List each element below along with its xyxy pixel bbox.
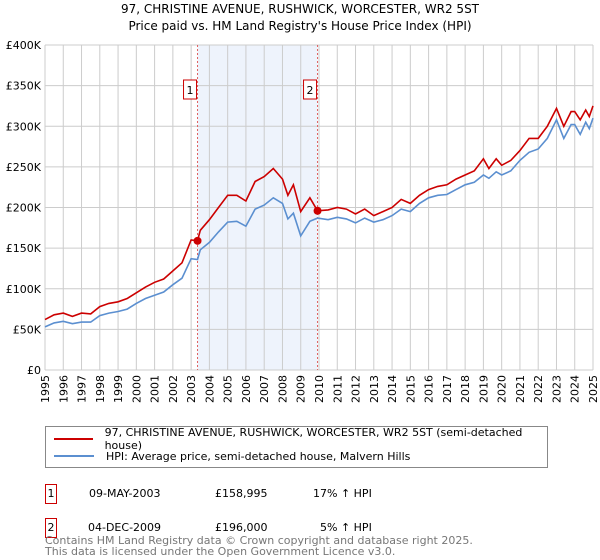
footer-licence: This data is licensed under the Open Gov… <box>45 545 396 558</box>
x-tick-label: 2007 <box>258 375 271 403</box>
legend-label: 97, CHRISTINE AVENUE, RUSHWICK, WORCESTE… <box>104 426 523 452</box>
footer-copyright: Contains HM Land Registry data © Crown c… <box>45 534 473 547</box>
x-tick-label: 2002 <box>167 375 180 403</box>
sale-price: £196,000 <box>215 521 268 534</box>
x-tick-label: 2001 <box>149 375 162 403</box>
sale-price: £158,995 <box>215 487 268 500</box>
sale-date: 09-MAY-2003 <box>89 487 161 500</box>
x-tick-label: 2000 <box>130 375 143 403</box>
x-tick-label: 2006 <box>240 375 253 403</box>
sale-badge: 1 <box>45 484 57 504</box>
line-chart: £0 £50K £100K £150K £200K £250K £300K £350K £400… <box>6 39 600 403</box>
y-tick-label: £100K <box>6 283 42 296</box>
x-tick-label: 2009 <box>295 375 308 403</box>
y-tick-label: £400K <box>6 39 42 52</box>
x-tick-label: 2018 <box>459 375 472 403</box>
sale-badge: 2 <box>45 518 57 538</box>
sale-point <box>193 236 202 245</box>
x-tick-label: 2016 <box>423 375 436 403</box>
legend-label: HPI: Average price, semi-detached house,… <box>106 449 411 463</box>
sale-label-box <box>183 79 198 100</box>
x-tick-label: 2011 <box>331 375 344 403</box>
sale-hpi-diff: 17% ↑ HPI <box>313 487 372 500</box>
y-tick-label: £300K <box>6 120 42 133</box>
x-tick-label: 2021 <box>514 375 527 403</box>
y-tick-label: £50K <box>13 323 42 336</box>
x-tick-label: 2005 <box>222 375 235 403</box>
x-tick-label: 2014 <box>386 375 399 403</box>
legend-swatch-red <box>54 438 93 440</box>
x-tick-label: 2019 <box>477 375 490 403</box>
chart-title: 97, CHRISTINE AVENUE, RUSHWICK, WORCESTE… <box>120 2 480 16</box>
x-tick-label: 2013 <box>368 375 381 403</box>
chart-subtitle: Price paid vs. HM Land Registry's House … <box>128 19 472 33</box>
x-tick-label: 1998 <box>94 375 107 403</box>
x-tick-label: 2023 <box>550 375 563 403</box>
x-tick-label: 2008 <box>276 375 289 403</box>
legend-item-hpi: HPI: Average price, semi-detached house,… <box>54 448 410 464</box>
x-tick-label: 1997 <box>76 375 89 403</box>
sale-hpi-diff: 5% ↑ HPI <box>320 521 372 534</box>
x-tick-label: 2024 <box>569 375 582 403</box>
chart-legend: 97, CHRISTINE AVENUE, RUSHWICK, WORCESTE… <box>45 426 548 468</box>
hpi-series-line <box>44 117 594 328</box>
x-tick-label: 1995 <box>39 375 52 403</box>
legend-swatch-blue <box>54 455 94 457</box>
x-tick-label: 1996 <box>57 375 70 403</box>
x-tick-label: 2025 <box>587 375 600 403</box>
sale-row: 1 09-MAY-2003 £158,995 17% ↑ HPI <box>45 484 545 504</box>
sale-label: 2 <box>307 84 314 97</box>
x-tick-label: 2017 <box>441 375 454 403</box>
sale-label: 1 <box>187 84 194 97</box>
sale-row: 2 04-DEC-2009 £196,000 5% ↑ HPI <box>45 518 545 538</box>
y-tick-label: £150K <box>6 242 42 255</box>
property-series-line <box>44 105 594 321</box>
x-tick-label: 2022 <box>532 375 545 403</box>
y-tick-label: £200K <box>6 202 42 215</box>
x-tick-label: 1999 <box>112 375 125 403</box>
x-tick-label: 2015 <box>404 375 417 403</box>
sale-point <box>313 206 322 215</box>
sale-label-box <box>303 79 318 100</box>
y-tick-label: £350K <box>6 80 42 93</box>
legend-item-property: 97, CHRISTINE AVENUE, RUSHWICK, WORCESTE… <box>54 426 547 452</box>
sale-date: 04-DEC-2009 <box>88 521 162 534</box>
x-tick-label: 2010 <box>313 375 326 403</box>
x-tick-label: 2012 <box>350 375 363 403</box>
x-tick-label: 2004 <box>203 375 216 403</box>
x-tick-label: 2020 <box>496 375 509 403</box>
x-tick-label: 2003 <box>185 375 198 403</box>
y-tick-label: £250K <box>6 161 42 174</box>
y-tick-label: £0 <box>27 364 41 377</box>
